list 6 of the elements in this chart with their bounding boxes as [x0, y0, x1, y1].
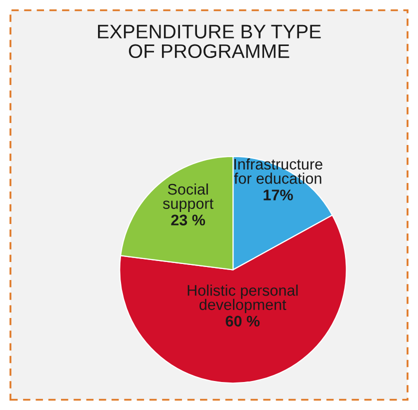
- data-label: 23 %: [171, 214, 206, 226]
- data-label: 60 %: [226, 316, 260, 327]
- data-label: 17%: [264, 190, 293, 200]
- chart-title: EXPENDITURE BY TYPE OF PROGRAMME: [98, 24, 321, 58]
- slice-label: Holistic personal development: [188, 284, 298, 314]
- slice-label: Social support: [163, 183, 214, 212]
